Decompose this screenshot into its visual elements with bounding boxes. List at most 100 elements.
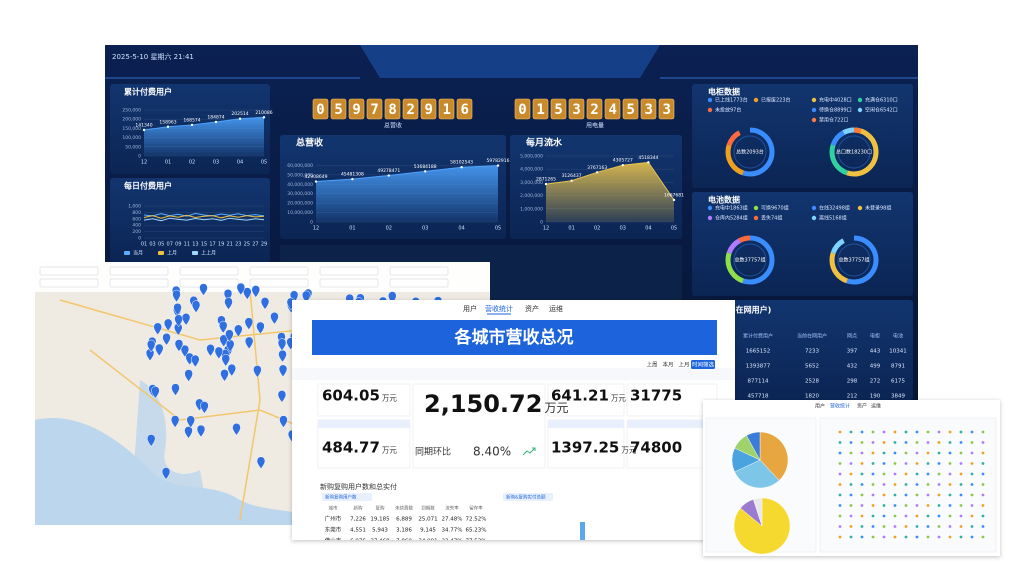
matrix-dot — [959, 441, 963, 444]
point — [596, 171, 599, 174]
kpi-value: 641.21 — [551, 387, 609, 405]
donut-ring — [725, 235, 775, 285]
matrix-dot — [937, 483, 941, 486]
legend-dot — [707, 205, 713, 211]
matrix-dot — [970, 514, 974, 518]
legend-label: 上上月 — [201, 250, 216, 257]
legend-dot — [811, 107, 817, 113]
filter[interactable]: 上月 — [678, 361, 689, 369]
matrix-dot — [959, 525, 963, 528]
map-marker — [227, 363, 237, 377]
y-tick-label: 100,000 — [122, 135, 141, 141]
point — [314, 180, 318, 183]
table-cell: 7,860 — [396, 539, 412, 545]
matrix-dot — [871, 430, 875, 434]
filter[interactable]: 上周 — [646, 361, 657, 369]
digit-box — [420, 98, 437, 120]
matrix-dot — [948, 535, 952, 539]
y-tick-label: 40,000,000 — [287, 182, 313, 188]
matrix-dot — [882, 441, 886, 444]
matrix-dot — [849, 451, 853, 455]
tab[interactable]: 用户 — [463, 304, 477, 313]
matrix-dot — [926, 525, 930, 528]
matrix-dot — [959, 430, 963, 434]
map-marker — [173, 302, 182, 316]
matrix-dot — [937, 430, 941, 434]
matrix-dot — [970, 430, 974, 434]
point — [544, 182, 548, 186]
table-cell: 5652 — [805, 364, 819, 370]
kpi-unit: 万元 — [611, 393, 626, 402]
legend-label: 已报废223台 — [761, 97, 791, 104]
matrix-dot — [926, 514, 930, 518]
matrix-dot — [926, 451, 930, 455]
filter[interactable]: 时间筛选 — [692, 361, 715, 369]
map-marker — [181, 313, 191, 326]
data-label: 4305727 — [613, 158, 633, 164]
y-tick-label: 0 — [310, 220, 313, 226]
digit-box — [640, 98, 657, 120]
point — [387, 174, 390, 177]
filter[interactable]: 本月 — [662, 361, 673, 369]
map-marker — [146, 434, 156, 447]
matrix-dot — [893, 525, 897, 528]
x-tick-label: 03 — [620, 226, 626, 232]
tab[interactable]: 资产 — [857, 403, 867, 410]
digit-box — [622, 98, 639, 120]
matrix-dot — [970, 525, 974, 528]
map-marker — [206, 343, 215, 357]
y-tick-label: 30,000,000 — [287, 191, 313, 197]
matrix-dot — [926, 441, 930, 444]
matrix-dot — [904, 430, 908, 434]
x-tick-label: 07 — [167, 242, 173, 248]
table-cell: 广州市 — [325, 515, 342, 523]
map-filter — [109, 278, 169, 288]
matrix-dot — [904, 525, 908, 528]
tab[interactable]: 营收统计 — [830, 403, 850, 410]
matrix-dot — [871, 451, 875, 455]
map-marker — [153, 322, 162, 336]
matrix-dot — [904, 472, 908, 476]
matrix-dot — [838, 483, 842, 486]
matrix-dot — [937, 514, 941, 518]
matrix-dot — [860, 504, 864, 507]
matrix-dot — [838, 451, 842, 455]
banner — [312, 320, 717, 355]
x-tick-label: 11 — [184, 242, 190, 248]
matrix-dot — [838, 535, 842, 539]
map-marker — [225, 329, 234, 343]
table-header: 未续费数 — [395, 505, 413, 512]
point — [460, 166, 463, 169]
y-tick-label: 600 — [132, 216, 141, 222]
y-tick-label: 3,000,000 — [520, 180, 543, 186]
matrix-dot — [849, 535, 853, 539]
matrix-dot — [959, 535, 963, 539]
x-tick-label: 19 — [218, 242, 224, 248]
legend-dot — [811, 97, 817, 103]
panel-title: 总营收 — [296, 137, 323, 149]
y-tick-label: 4,000,000 — [520, 167, 543, 173]
kpi-value: 1397.25 — [551, 439, 619, 457]
table-header: 城市 — [329, 505, 338, 512]
tab[interactable]: 运维 — [871, 403, 881, 410]
map-filter — [389, 266, 449, 276]
tab[interactable]: 用户 — [815, 403, 825, 410]
donut-ring — [725, 127, 775, 177]
series-line — [315, 165, 499, 182]
tab[interactable]: 营收统计 — [485, 304, 513, 313]
matrix-dot — [871, 535, 875, 539]
digit-box — [550, 98, 567, 120]
matrix-dot — [893, 504, 897, 507]
table-cell: 22.47% — [442, 539, 463, 545]
digit-box — [568, 98, 585, 120]
x-tick-label: 04 — [645, 226, 651, 232]
table-cell: 东莞市 — [325, 526, 342, 534]
header-glow — [360, 45, 660, 78]
digit-box — [456, 98, 473, 120]
matrix-dot — [893, 483, 897, 486]
panel — [692, 300, 913, 400]
tab[interactable]: 运维 — [549, 304, 563, 313]
tab[interactable]: 资产 — [525, 304, 539, 313]
donut-ring — [829, 127, 879, 177]
y-tick-label: 60,000,000 — [287, 163, 313, 169]
